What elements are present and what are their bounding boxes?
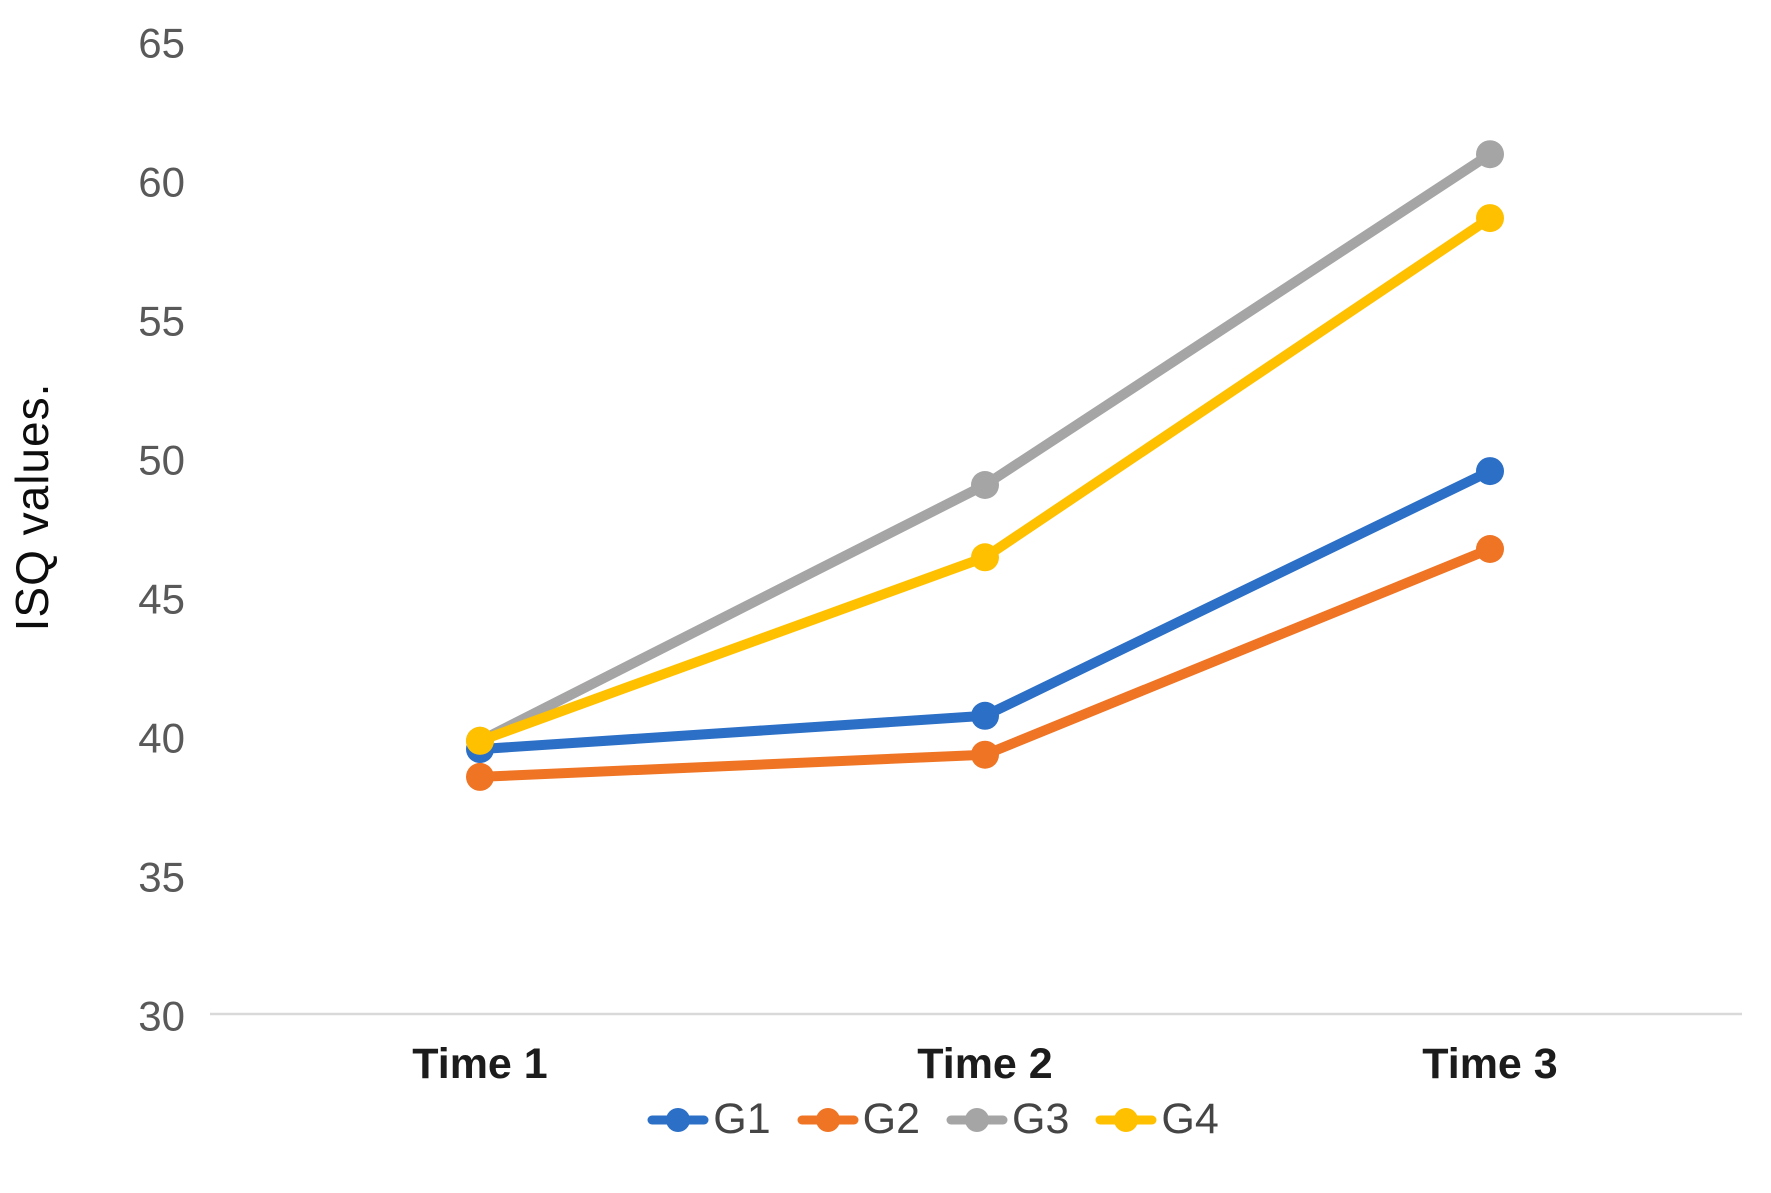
legend-dot bbox=[815, 1107, 840, 1132]
legend-label-g2: G2 bbox=[862, 1095, 920, 1143]
data-point-G4-time-3 bbox=[1476, 204, 1504, 233]
data-point-G1-time-2 bbox=[971, 701, 999, 730]
y-axis-title: ISQ values. bbox=[6, 382, 58, 632]
x-axis-label-2: Time 2 bbox=[917, 1040, 1052, 1088]
x-axis-label-3: Time 3 bbox=[1422, 1040, 1557, 1088]
legend-item-g1: G1 bbox=[647, 1095, 771, 1143]
legend-dot bbox=[666, 1107, 691, 1132]
y-tick-label-50: 50 bbox=[138, 437, 185, 484]
data-point-G2-time-3 bbox=[1476, 535, 1504, 563]
legend-label-g3: G3 bbox=[1012, 1095, 1070, 1143]
data-point-G1-time-3 bbox=[1476, 457, 1504, 486]
legend-item-g4: G4 bbox=[1095, 1095, 1219, 1143]
y-tick-label-45: 45 bbox=[138, 576, 185, 623]
y-tick-label-35: 35 bbox=[138, 854, 185, 901]
y-tick-label-65: 65 bbox=[138, 20, 185, 67]
data-point-G4-time-1 bbox=[466, 726, 494, 755]
line-chart-plot-area: 30 35 40 45 50 55 60 65 Time 1 Time 2 Time 3 bbox=[138, 20, 1742, 1088]
legend-marker-g4-icon bbox=[1095, 1107, 1157, 1132]
legend-label-g4: G4 bbox=[1161, 1095, 1219, 1143]
data-point-G3-time-2 bbox=[971, 471, 999, 499]
x-axis-label-1: Time 1 bbox=[412, 1040, 547, 1088]
legend-marker-g3-icon bbox=[946, 1107, 1008, 1132]
legend-marker-g1-icon bbox=[647, 1107, 709, 1132]
series-line-G3 bbox=[475, 149, 1495, 746]
data-point-G3-time-3 bbox=[1476, 140, 1504, 169]
y-tick-label-55: 55 bbox=[138, 298, 185, 345]
legend-label-g1: G1 bbox=[713, 1095, 771, 1143]
legend-dot bbox=[1114, 1107, 1139, 1132]
legend-item-g2: G2 bbox=[797, 1098, 920, 1141]
y-tick-label-60: 60 bbox=[138, 159, 185, 206]
legend-item-g3: G3 bbox=[946, 1098, 1069, 1141]
data-point-G2-time-1 bbox=[466, 762, 494, 791]
data-point-G4-time-2 bbox=[971, 543, 999, 572]
y-tick-label-40: 40 bbox=[138, 715, 185, 762]
data-point-G2-time-2 bbox=[971, 740, 999, 769]
legend-marker-g2-icon bbox=[797, 1107, 859, 1132]
chart-legend: G1 G2 G3 G4 bbox=[0, 1098, 1771, 1141]
legend-dot bbox=[965, 1107, 989, 1132]
y-tick-label-30: 30 bbox=[138, 993, 185, 1040]
